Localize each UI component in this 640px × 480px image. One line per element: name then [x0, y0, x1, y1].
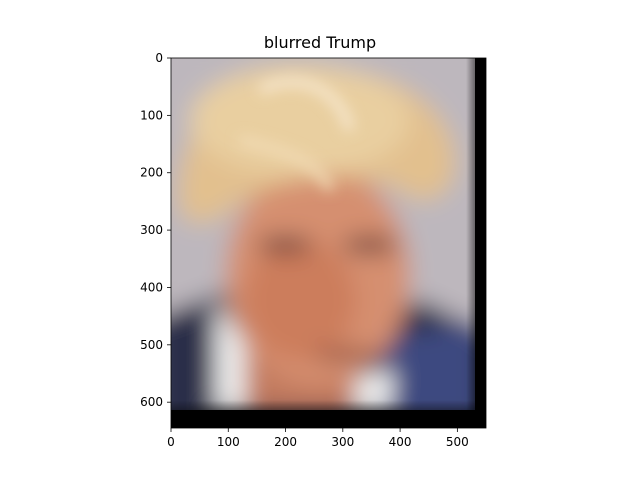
chart-title: blurred Trump — [263, 33, 377, 52]
x-tick-label: 400 — [389, 435, 412, 449]
y-tick-label: 100 — [140, 108, 163, 122]
y-tick-label: 300 — [140, 223, 163, 237]
axes-frame — [170, 57, 487, 429]
y-tick-label: 400 — [140, 280, 163, 294]
x-tick-label: 300 — [331, 435, 354, 449]
y-tick-label: 600 — [140, 395, 163, 409]
blurred-portrait-image — [171, 58, 486, 428]
y-tick-label: 200 — [140, 166, 163, 180]
x-tick-label: 0 — [167, 435, 175, 449]
y-tick-label: 500 — [140, 338, 163, 352]
x-tick-label: 100 — [217, 435, 240, 449]
y-tick-label: 0 — [155, 51, 163, 65]
y-axis: 0 100 200 300 400 500 600 — [140, 51, 171, 409]
x-tick-label: 200 — [274, 435, 297, 449]
x-tick-label: 500 — [446, 435, 469, 449]
x-axis: 0 100 200 300 400 500 — [167, 428, 469, 449]
